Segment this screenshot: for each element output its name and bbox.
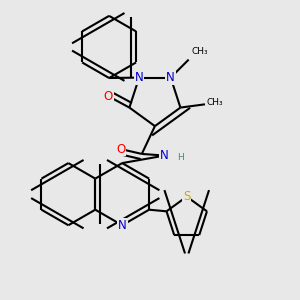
Text: CH₃: CH₃ xyxy=(207,98,223,107)
Text: CH₃: CH₃ xyxy=(192,47,208,56)
Text: N: N xyxy=(166,71,175,84)
Text: S: S xyxy=(183,190,190,203)
Text: N: N xyxy=(118,219,127,232)
Text: N: N xyxy=(160,149,169,162)
Text: N: N xyxy=(135,71,143,84)
Text: O: O xyxy=(103,90,113,103)
Text: O: O xyxy=(116,142,125,155)
Text: H: H xyxy=(177,153,184,162)
